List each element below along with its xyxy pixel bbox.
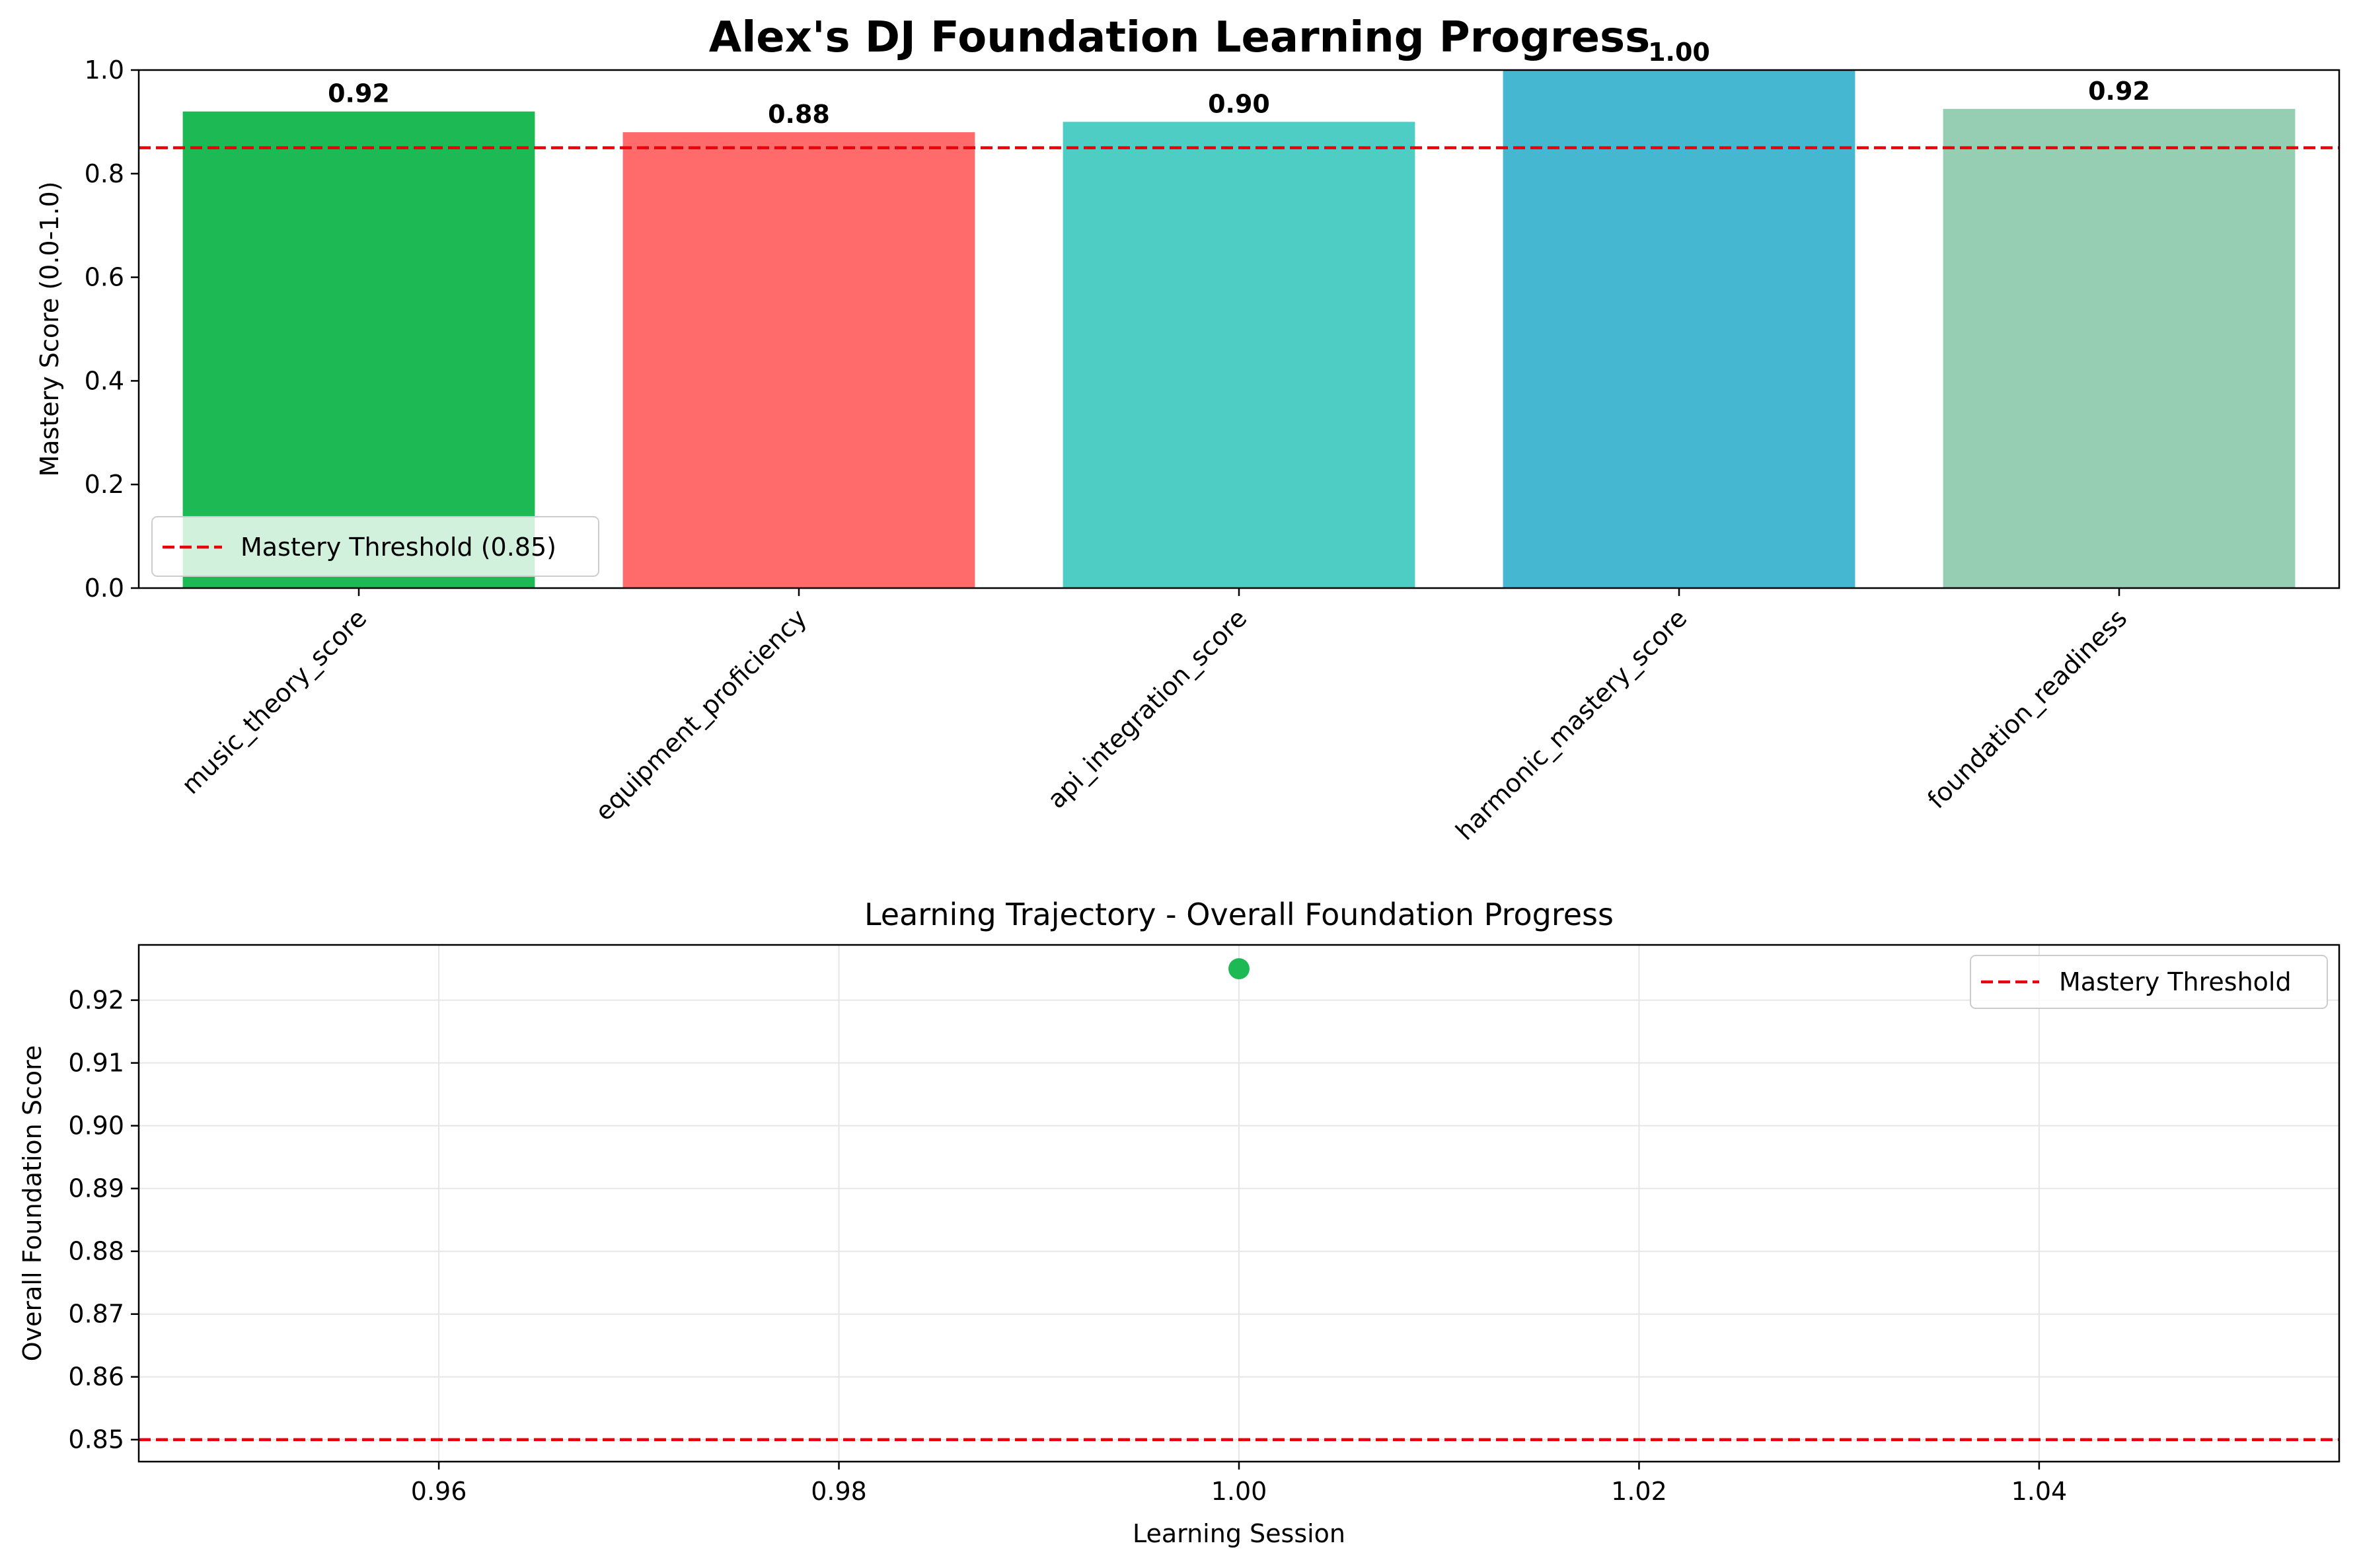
plot-frame xyxy=(137,69,2340,589)
y-tick-label: 0.4 xyxy=(85,366,124,395)
plot-frame xyxy=(137,944,2340,1463)
bar-harmonic_mastery_score xyxy=(1503,70,1855,588)
y-tick-label: 0.88 xyxy=(68,1237,124,1266)
y-tick-label: 1.0 xyxy=(85,56,124,85)
data-point xyxy=(1228,958,1250,980)
legend-box xyxy=(1970,955,2328,1009)
bar-value-label: 0.92 xyxy=(2088,77,2150,106)
bar-api_integration_score xyxy=(1063,122,1415,588)
y-tick-label: 0.86 xyxy=(68,1363,124,1392)
x-tick-label: 1.02 xyxy=(1611,1477,1667,1506)
chart-title: Learning Trajectory - Overall Foundation… xyxy=(864,897,1614,932)
y-tick-label: 0.0 xyxy=(85,574,124,603)
y-tick-label: 0.2 xyxy=(85,470,124,499)
y-tick-label: 0.85 xyxy=(68,1425,124,1454)
bar-music_theory_score xyxy=(182,111,535,589)
legend: Mastery Threshold (0.85) xyxy=(151,516,599,577)
legend-label: Mastery Threshold xyxy=(2059,967,2292,996)
y-tick-label: 0.6 xyxy=(85,263,124,292)
bar-equipment_proficiency xyxy=(622,132,975,588)
y-tick-label: 0.91 xyxy=(68,1049,124,1078)
x-tick-label: 1.04 xyxy=(2011,1477,2068,1506)
x-axis-label: Learning Session xyxy=(1133,1519,1345,1548)
legend-label: Mastery Threshold (0.85) xyxy=(241,533,556,562)
bar-value-label: 0.92 xyxy=(328,79,390,108)
bar-foundation_readiness xyxy=(1943,108,2296,589)
y-tick-label: 0.92 xyxy=(68,986,124,1015)
y-axis-label: Overall Foundation Score xyxy=(18,1045,47,1362)
legend: Mastery Threshold xyxy=(1970,955,2328,1009)
x-tick-label: 0.98 xyxy=(811,1477,867,1506)
figure-title: Alex's DJ Foundation Learning Progress xyxy=(709,13,1650,62)
scatter-chart: 0.96 0.98 1.00 1.02 1.04 0.85 0.86 0.87 0.88 0.89… xyxy=(18,897,2340,1548)
y-tick-label: 0.89 xyxy=(68,1174,124,1203)
legend-box xyxy=(151,516,599,577)
y-tick-label: 0.90 xyxy=(68,1111,124,1140)
x-tick-label: 1.00 xyxy=(1211,1477,1267,1506)
bar-value-label: 0.90 xyxy=(1208,89,1270,118)
y-axis-label: Mastery Score (0.0-1.0) xyxy=(35,181,64,476)
bar-value-label: 1.00 xyxy=(1648,38,1710,67)
x-tick-label: 0.96 xyxy=(411,1477,467,1506)
bar-value-label: 0.88 xyxy=(768,100,830,129)
y-tick-label: 0.87 xyxy=(68,1300,124,1329)
y-tick-label: 0.8 xyxy=(85,159,124,188)
